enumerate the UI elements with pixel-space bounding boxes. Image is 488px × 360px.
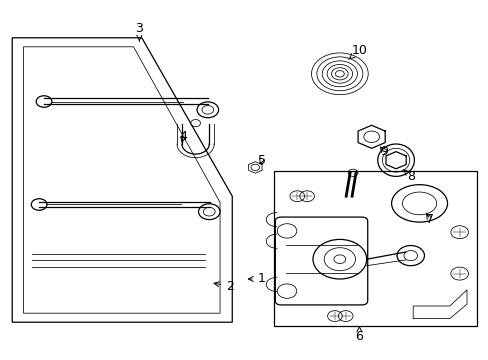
Text: 9: 9	[379, 145, 387, 158]
Text: 3: 3	[135, 22, 143, 41]
Text: 7: 7	[426, 213, 433, 226]
Text: 8: 8	[403, 170, 414, 183]
Text: 2: 2	[214, 280, 233, 293]
Text: 5: 5	[257, 154, 265, 167]
Text: 6: 6	[355, 327, 363, 343]
Text: 1: 1	[248, 273, 265, 285]
Text: 10: 10	[348, 44, 366, 59]
Bar	[273, 171, 476, 326]
Text: 4: 4	[179, 130, 187, 143]
